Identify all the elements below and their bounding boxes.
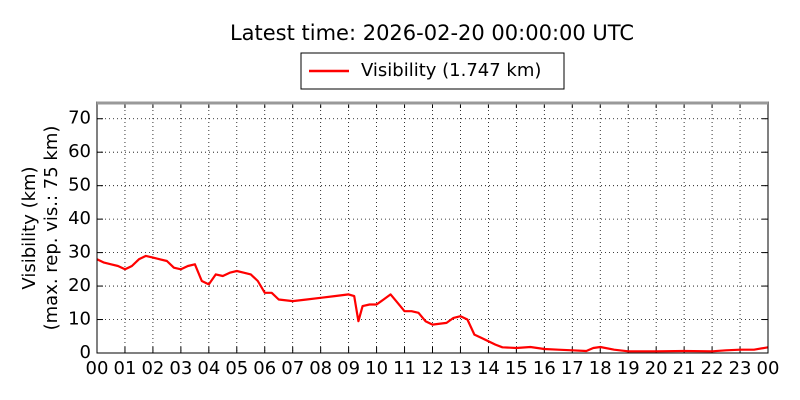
x-tick-label: 22	[701, 358, 724, 379]
x-tick-label: 07	[281, 358, 304, 379]
x-tick-label: 15	[505, 358, 528, 379]
x-tick-label: 03	[169, 358, 192, 379]
y-tick-label: 20	[68, 275, 91, 296]
y-tick-label: 0	[80, 342, 91, 363]
plot-frame	[96, 101, 769, 354]
chart-title: Latest time: 2026-02-20 00:00:00 UTC	[230, 21, 634, 45]
x-tick-label: 19	[617, 358, 640, 379]
x-tick-label: 05	[225, 358, 248, 379]
y-tick-label: 50	[68, 175, 91, 196]
x-tick-label: 18	[589, 358, 612, 379]
x-tick-label: 06	[253, 358, 276, 379]
x-tick-label: 01	[114, 358, 137, 379]
y-tick-label: 70	[68, 108, 91, 129]
x-tick-label: 17	[561, 358, 584, 379]
x-tick-label: 08	[309, 358, 332, 379]
legend-label: Visibility (1.747 km)	[361, 60, 541, 81]
x-tick-label: 04	[197, 358, 220, 379]
x-tick-label: 11	[393, 358, 416, 379]
x-tick-label: 13	[449, 358, 472, 379]
y-tick-label: 60	[68, 141, 91, 162]
y-tick-label: 40	[68, 208, 91, 229]
x-tick-label: 00	[757, 358, 780, 379]
y-tick-label: 10	[68, 309, 91, 330]
x-tick-label: 14	[477, 358, 500, 379]
x-tick-label: 23	[729, 358, 752, 379]
x-tick-label: 21	[673, 358, 696, 379]
line	[96, 254, 769, 353]
x-tick-label: 00	[86, 358, 109, 379]
x-tick-label: 02	[141, 358, 164, 379]
x-tick-label: 20	[645, 358, 668, 379]
x-tick-label: 16	[533, 358, 556, 379]
y-tick-label: 30	[68, 242, 91, 263]
y-axis-label: Visibility (km)	[19, 166, 40, 289]
x-tick-label: 12	[421, 358, 444, 379]
x-tick-label: 10	[365, 358, 388, 379]
x-tick-label: 09	[337, 358, 360, 379]
y-axis-label: (max. rep. vis.: 75 km)	[41, 126, 62, 331]
